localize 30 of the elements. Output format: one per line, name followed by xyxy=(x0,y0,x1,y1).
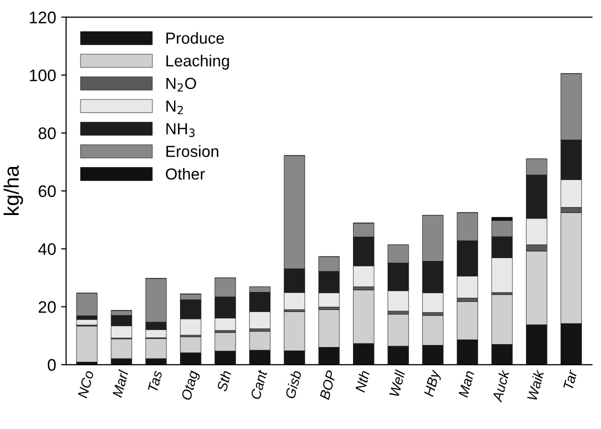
x-tick-label: Cant xyxy=(250,369,268,400)
x-tick-label: NCo xyxy=(77,370,94,399)
legend-label: N$_{2}$O xyxy=(166,78,196,92)
x-tick-label: HBy xyxy=(424,368,443,398)
x-tick-label: BOP xyxy=(319,370,336,400)
y-axis-title: kg/ha xyxy=(4,165,24,215)
x-tick-label: Waik xyxy=(526,368,544,401)
legend-label: Produce xyxy=(166,32,224,44)
x-tick-label: Nth xyxy=(354,370,370,393)
x-tick-label: Marl xyxy=(112,369,129,398)
y-tick-label: 100 xyxy=(30,69,56,82)
legend-label: Other xyxy=(166,168,205,180)
legend-label: Leaching xyxy=(166,54,229,70)
x-tick-label: Gisb xyxy=(284,370,302,400)
x-tick-label: Tas xyxy=(148,370,162,392)
y-tick-label: 0 xyxy=(48,359,56,371)
legend-label: Erosion xyxy=(166,145,218,158)
y-tick-label: 40 xyxy=(38,243,56,256)
x-tick-label: Man xyxy=(458,370,474,398)
legend-label: N$_{2}$ xyxy=(166,100,183,114)
x-tick-label: Otag xyxy=(181,370,201,402)
y-tick-label: 80 xyxy=(38,127,56,140)
x-tick-label: Auck xyxy=(492,368,510,403)
x-tick-label: Sth xyxy=(216,370,232,392)
x-tick-label: Tar xyxy=(563,369,578,390)
y-tick-label: 20 xyxy=(38,301,56,313)
y-tick-label: 120 xyxy=(30,12,56,24)
legend-label: NH$_{3}$ xyxy=(166,123,195,137)
y-tick-label: 60 xyxy=(38,185,56,198)
x-tick-label: Well xyxy=(388,369,406,397)
